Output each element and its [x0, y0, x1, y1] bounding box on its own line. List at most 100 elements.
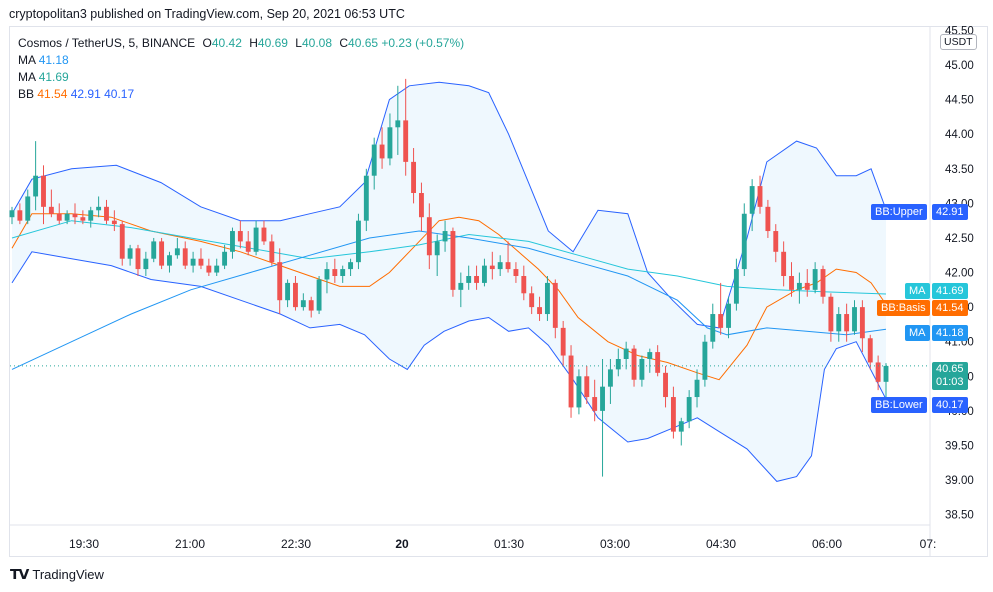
x-tick-label: 20	[395, 537, 409, 551]
candle-body	[308, 300, 314, 311]
candle-body	[80, 217, 86, 221]
candle	[663, 365, 668, 408]
candle	[182, 241, 188, 270]
candle-body	[9, 210, 15, 218]
candle-body	[568, 355, 574, 408]
candle	[702, 334, 708, 387]
candle	[387, 113, 393, 166]
y-tick-label: 39.50	[945, 440, 974, 452]
candle-body	[694, 379, 700, 398]
candle-body	[285, 282, 291, 301]
candle	[781, 241, 787, 287]
bb-lower-label-badge: BB:Lower	[871, 397, 927, 413]
candle	[615, 348, 621, 377]
candle	[253, 220, 259, 256]
candle	[9, 206, 15, 225]
candle-body	[356, 220, 361, 263]
bb-basis-line	[11, 213, 887, 381]
candle-body	[88, 210, 94, 221]
chart-frame[interactable]	[9, 26, 988, 557]
candle-body	[25, 196, 31, 221]
legend-high: 40.69	[257, 36, 288, 50]
candle	[466, 265, 472, 290]
x-tick-label: 21:00	[175, 537, 205, 551]
candle	[411, 148, 417, 204]
candle	[481, 258, 487, 287]
ma1-label-badge: MA	[905, 325, 930, 341]
candle	[623, 341, 629, 370]
candle-body	[442, 231, 448, 242]
candle	[72, 203, 78, 225]
candle	[167, 251, 172, 273]
candle-body	[781, 251, 787, 276]
tradingview-footer[interactable]: 𝗧𝗩 TradingView	[10, 566, 104, 583]
publish-info: cryptopolitan3 published on TradingView.…	[9, 7, 405, 21]
candle	[127, 244, 133, 266]
candle	[80, 210, 86, 225]
candle-body	[741, 213, 747, 270]
candle-body	[765, 206, 771, 232]
y-tick-label: 44.50	[945, 95, 974, 107]
legend-ohlc-row: Cosmos / TetherUS, 5, BINANCE O40.42 H40…	[18, 35, 464, 52]
candle	[836, 307, 842, 342]
candle	[694, 369, 700, 408]
candle	[17, 203, 23, 225]
candle	[867, 334, 873, 370]
ma2-label-badge: MA	[905, 283, 930, 299]
legend-bb-basis: 41.54	[37, 87, 68, 101]
candle	[450, 227, 456, 297]
currency-label[interactable]: USDT	[940, 34, 977, 50]
candle	[773, 224, 779, 263]
y-tick-label: 43.50	[945, 164, 974, 176]
candle-body	[812, 269, 818, 290]
candle-body	[521, 276, 527, 294]
legend-c-key: C	[339, 36, 349, 50]
candle-body	[17, 210, 23, 221]
indicator-lines	[11, 81, 887, 482]
legend-bb-row[interactable]: BB 41.54 42.91 40.17	[18, 86, 464, 103]
candle	[261, 220, 267, 245]
legend-ma2-row[interactable]: MA 41.69	[18, 69, 464, 86]
candle	[214, 258, 220, 276]
candle	[607, 359, 613, 404]
candle	[151, 237, 157, 263]
candle-body	[450, 231, 456, 290]
candle	[434, 234, 440, 276]
candle-body	[489, 265, 495, 270]
y-tick-label: 45.00	[945, 60, 974, 72]
legend-open: 40.42	[211, 36, 242, 50]
last-price-badge: 40.65 01:03	[932, 362, 968, 390]
candle-body	[277, 262, 283, 301]
candle	[859, 300, 865, 353]
candle-body	[670, 397, 676, 432]
bb-upper-label-badge: BB:Upper	[871, 204, 927, 220]
candle-body	[804, 282, 810, 290]
candle	[513, 262, 519, 283]
candle	[655, 345, 661, 377]
candle-body	[600, 386, 605, 411]
candle-body	[56, 213, 62, 221]
candle-body	[190, 258, 196, 266]
candle	[560, 320, 566, 366]
candle-body	[174, 248, 180, 256]
legend-ma1-row[interactable]: MA 41.18	[18, 52, 464, 69]
legend-ma1-label: MA	[18, 53, 36, 67]
candle-body	[419, 193, 424, 218]
candle-body	[300, 300, 306, 308]
bb-lower-value-badge: 40.17	[932, 397, 968, 413]
candle-body	[844, 314, 850, 332]
candle	[174, 237, 180, 259]
candle-body	[324, 269, 330, 280]
x-tick-label: 04:30	[706, 537, 736, 551]
candle-body	[607, 369, 613, 387]
legend-close: 40.65	[348, 36, 379, 50]
candle	[300, 293, 306, 311]
candle	[25, 189, 31, 225]
candle-body	[261, 227, 267, 242]
candle	[96, 196, 102, 218]
candle	[592, 379, 598, 422]
candle	[804, 269, 810, 297]
candle	[190, 251, 196, 273]
candle-body	[639, 359, 645, 380]
